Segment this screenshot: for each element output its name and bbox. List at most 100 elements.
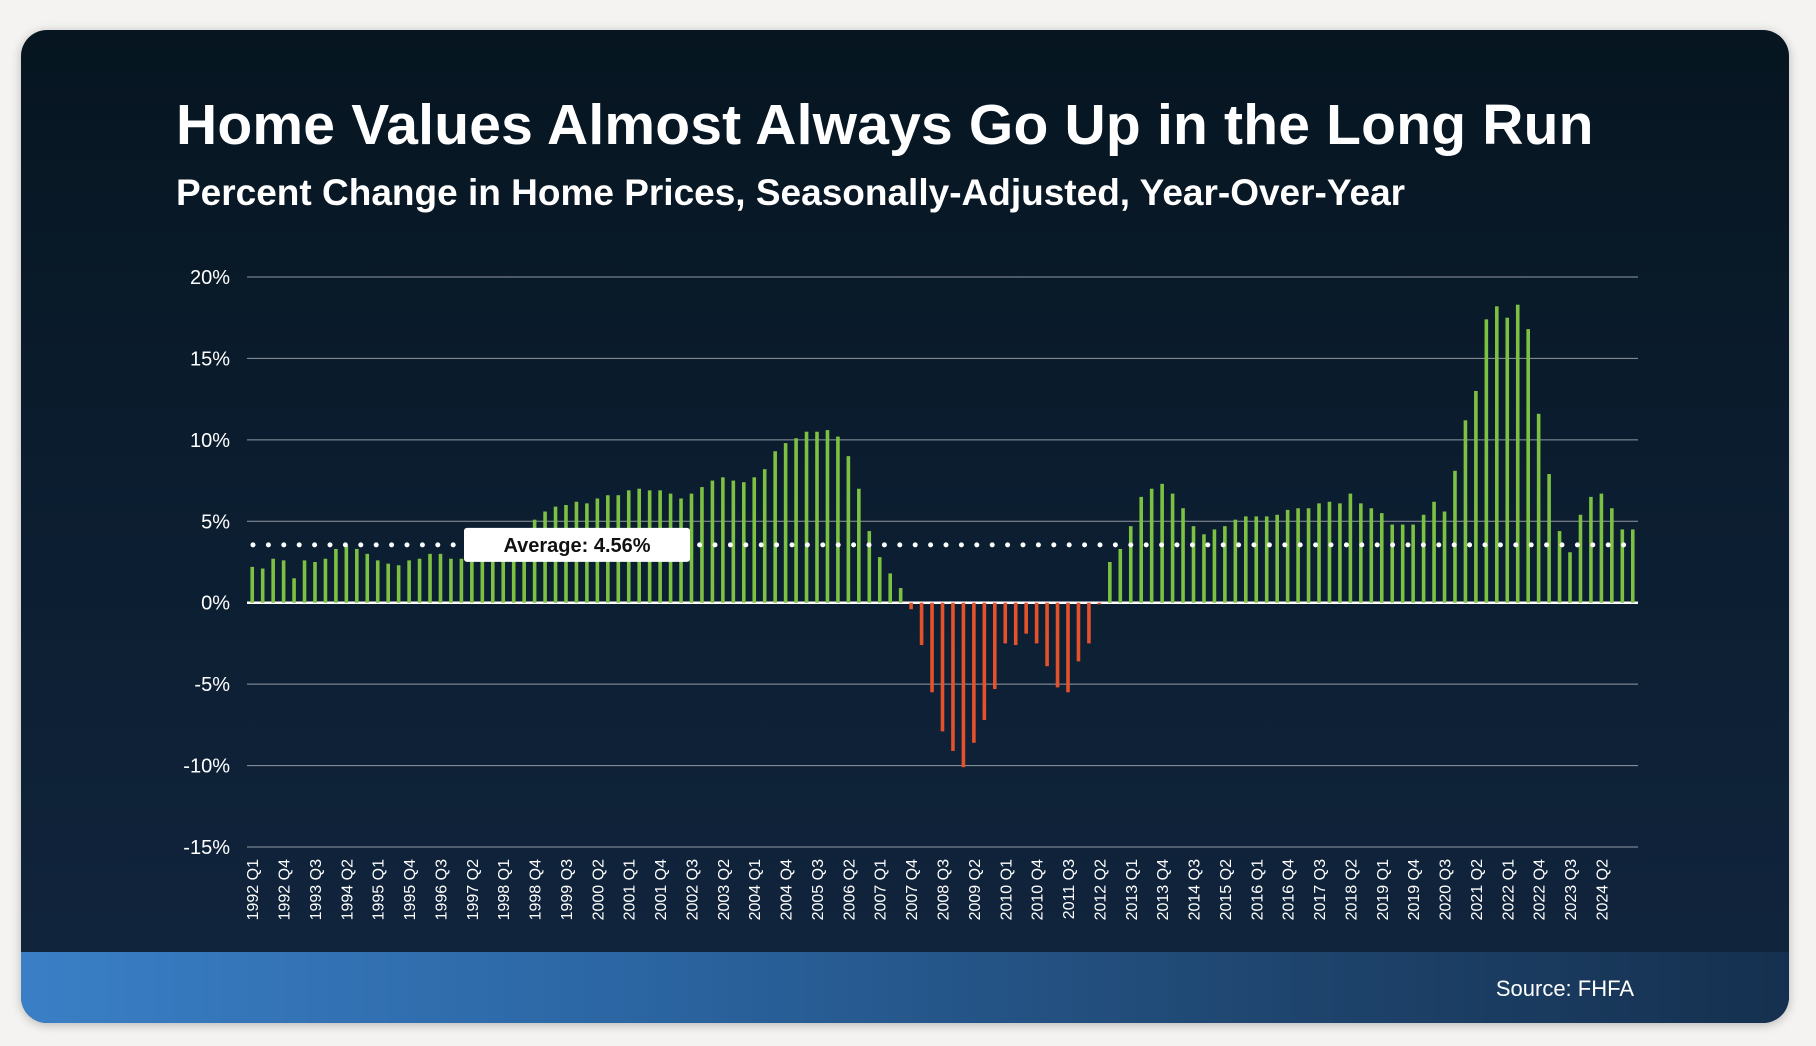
bar [1536,413,1541,603]
bar [428,553,432,603]
x-tick-label: 1997 Q2 [465,859,482,920]
x-tick-label: 2022 Q1 [1500,859,1517,920]
bar [396,565,401,603]
bar [1505,317,1510,603]
bar [877,557,882,603]
x-tick-label: 2024 Q2 [1594,859,1611,920]
bar [857,488,861,603]
bar [1108,562,1112,603]
bar [783,443,788,603]
bar [1045,602,1049,667]
bar [1118,548,1123,603]
bar [511,544,516,603]
bar [1076,602,1081,662]
bar [1317,503,1321,603]
bar [1306,508,1311,603]
bar [1087,602,1091,644]
bar [773,451,777,603]
bar [1264,516,1269,603]
x-tick-label: 1992 Q1 [245,859,262,920]
bar [365,553,370,603]
bar [1369,508,1374,603]
bars [250,304,1635,768]
bar [1610,508,1614,603]
bar [741,482,746,603]
bar [762,469,767,603]
bar [1599,493,1604,603]
x-tick-label: 2002 Q3 [684,859,701,920]
grid-lines [247,276,1638,848]
bar [1578,514,1583,603]
x-tick-label: 2007 Q4 [904,859,921,920]
x-tick-label: 2011 Q3 [1061,859,1078,919]
bar [1202,534,1206,603]
x-tick-label: 1996 Q3 [433,859,450,920]
bar [1432,501,1436,603]
bar [1139,496,1144,603]
x-axis-tick-labels: 1992 Q1 1992 Q4 1993 Q3 1994 Q2 1995 Q1 1995 … [245,859,1611,920]
bar [1170,493,1175,603]
x-tick-label: 1999 Q3 [559,859,576,920]
bar [1484,319,1489,603]
bar [951,602,955,751]
x-tick-label: 2013 Q4 [1155,859,1172,920]
bar [250,566,255,603]
bar [731,480,736,603]
x-tick-label: 1992 Q4 [277,859,294,920]
bar [794,438,798,603]
x-tick-label: 2010 Q1 [998,859,1015,920]
x-tick-label: 2014 Q3 [1187,859,1204,920]
x-tick-label: 1994 Q2 [339,859,356,920]
x-tick-label: 1998 Q4 [528,859,545,920]
bar [689,493,694,603]
y-tick-label: 10% [190,430,230,452]
bar [271,558,275,603]
bar [1474,391,1478,603]
x-tick-label: 2009 Q2 [967,859,984,920]
bar [407,560,411,603]
y-tick-label: 15% [190,348,230,370]
bar [919,602,924,646]
bar [940,602,945,732]
x-tick-label: 2003 Q2 [716,859,733,920]
x-tick-label: 2019 Q4 [1406,859,1423,920]
bar [438,553,443,603]
bar [281,560,286,603]
bar [480,560,485,603]
x-tick-label: 2010 Q4 [1030,859,1047,920]
bar [1233,519,1238,603]
bar [313,562,317,603]
bar [1181,508,1185,603]
x-tick-label: 2016 Q4 [1281,859,1298,920]
x-tick-label: 2001 Q1 [622,859,639,920]
bar [449,558,453,603]
bar [260,568,265,603]
x-tick-label: 2005 Q3 [810,859,827,920]
bar [898,588,903,603]
bar [1379,513,1384,603]
bar [1515,304,1520,603]
x-tick-label: 2006 Q2 [841,859,858,920]
bar [888,573,893,603]
bar [1463,420,1468,603]
bar [1223,526,1227,603]
bar [909,602,913,610]
bar [1066,602,1070,693]
bar [1254,516,1259,603]
x-tick-label: 2001 Q4 [653,859,670,920]
footer-bar: Source: FHFA [21,952,1789,1023]
bar [386,563,390,603]
x-tick-label: 2013 Q1 [1124,859,1141,920]
bar [1453,470,1457,603]
bar [1390,524,1395,603]
bar [1003,602,1008,644]
bar [972,602,976,743]
x-tick-label: 1995 Q1 [371,859,388,920]
bar [1128,526,1133,603]
bar [992,602,997,690]
bar [804,431,809,603]
y-tick-label: 0% [201,593,230,615]
bar [825,430,830,603]
bar [1285,509,1290,603]
bar [930,602,934,693]
